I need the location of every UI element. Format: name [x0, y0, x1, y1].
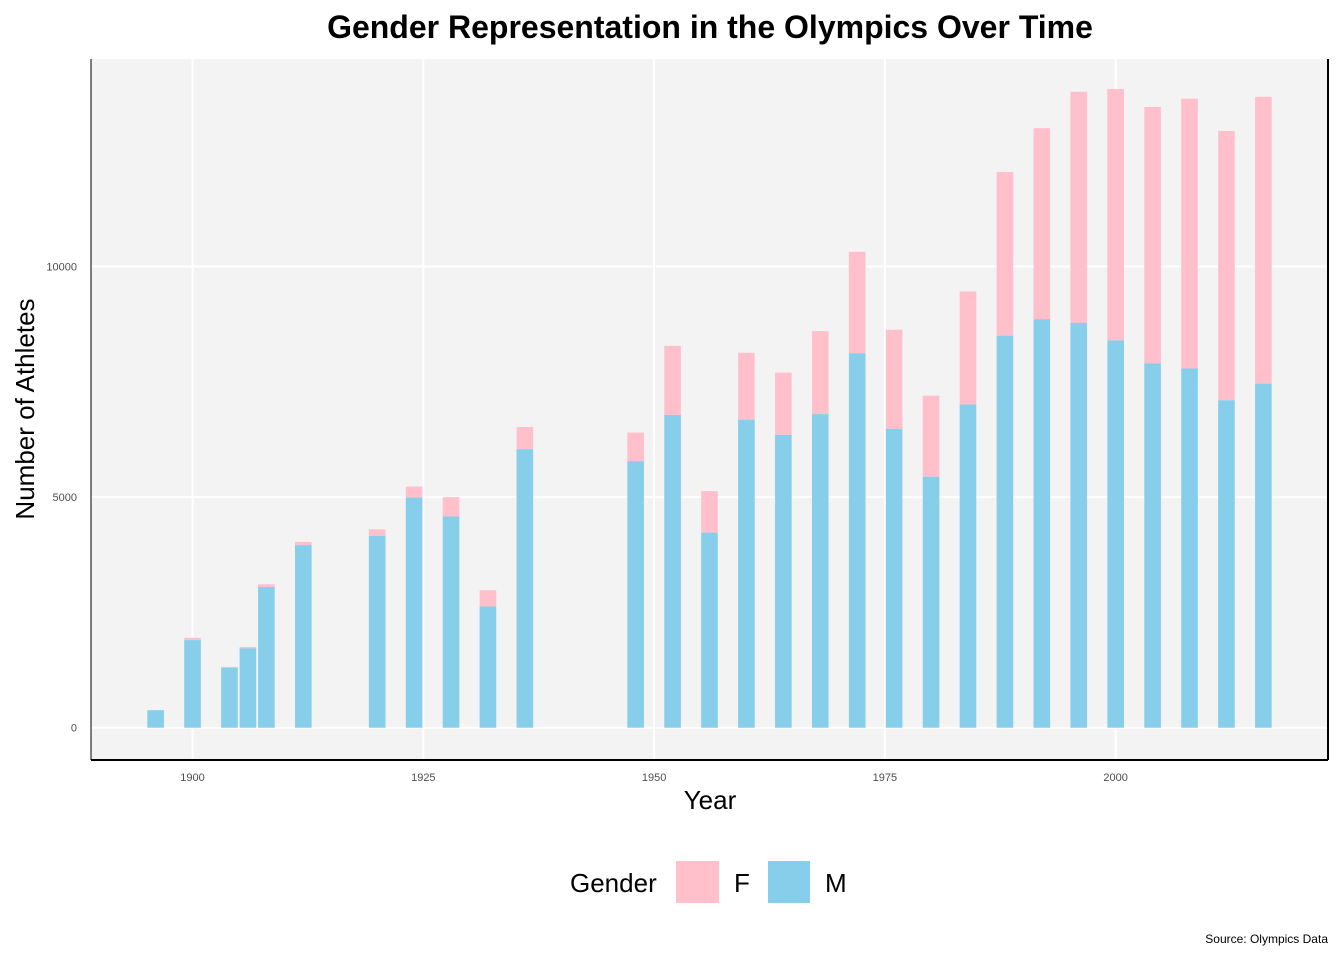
bar-male-1948 [627, 461, 644, 728]
bar-female-1912 [295, 541, 312, 546]
bar-female-1928 [442, 497, 460, 517]
bar-male-1904 [221, 667, 238, 728]
bar-female-1996 [1070, 91, 1088, 323]
bar-female-1960 [738, 352, 755, 420]
bar-female-1920 [368, 529, 386, 536]
bar-female-1906 [239, 647, 257, 649]
y-tick-label: 0 [71, 723, 77, 735]
bar-male-2012 [1218, 400, 1235, 728]
bar-female-1984 [959, 291, 977, 405]
bar-male-2004 [1144, 363, 1161, 728]
bar-female-1980 [922, 395, 940, 477]
y-tick-label: 5000 [53, 492, 77, 504]
legend: Gender F M [570, 861, 847, 903]
bar-male-2016 [1255, 383, 1272, 728]
bar-male-1988 [996, 335, 1014, 728]
bar-male-1984 [959, 404, 977, 728]
bar-female-2008 [1181, 98, 1198, 369]
bar-male-1964 [775, 434, 792, 728]
bar-female-1948 [627, 432, 644, 462]
bar-male-2008 [1181, 368, 1198, 728]
bar-male-1992 [1033, 319, 1051, 728]
bar-male-1924 [405, 497, 423, 728]
bar-male-1920 [368, 535, 386, 728]
legend-title: Gender [570, 868, 657, 898]
x-tick-label: 1950 [642, 772, 666, 784]
bar-female-1976 [885, 329, 903, 429]
bar-female-1952 [664, 345, 681, 416]
source-caption: Source: Olympics Data [1205, 932, 1328, 946]
y-tick-labels: 0 5000 10000 [46, 262, 77, 735]
bar-female-1904 [221, 666, 238, 668]
bar-female-1968 [811, 331, 829, 415]
bar-male-1996 [1070, 322, 1088, 728]
bar-female-1956 [701, 491, 718, 533]
bar-female-2000 [1107, 88, 1124, 341]
bar-male-1976 [885, 428, 903, 728]
legend-swatch-f [676, 861, 719, 903]
bar-female-1936 [516, 427, 534, 450]
bar-male-1900 [184, 640, 201, 728]
legend-label-m: M [825, 868, 847, 898]
bar-male-1928 [442, 516, 460, 728]
bar-male-1952 [664, 415, 681, 728]
legend-swatch-m [768, 861, 810, 903]
bar-female-2004 [1144, 106, 1161, 364]
bar-male-1912 [295, 545, 312, 728]
x-tick-labels: 1900 1925 1950 1975 2000 [180, 772, 1128, 784]
bar-male-1906 [239, 648, 257, 728]
bar-female-1992 [1033, 128, 1051, 320]
bar-female-1908 [258, 584, 275, 588]
x-tick-label: 1925 [411, 772, 435, 784]
bar-male-1896 [147, 710, 164, 728]
bars [147, 88, 1272, 728]
bar-male-1936 [516, 449, 534, 728]
chart-title: Gender Representation in the Olympics Ov… [327, 9, 1093, 45]
y-axis-title: Number of Athletes [10, 298, 40, 519]
bar-female-1932 [479, 590, 497, 607]
bar-male-1960 [738, 419, 755, 728]
bar-male-1972 [848, 353, 866, 728]
bar-female-2012 [1218, 130, 1235, 401]
x-axis-title: Year [684, 785, 737, 815]
x-tick-label: 1975 [873, 772, 897, 784]
bar-male-1908 [258, 587, 275, 728]
bar-female-2016 [1255, 96, 1272, 384]
bar-male-1932 [479, 606, 497, 728]
bar-male-1980 [922, 476, 940, 728]
bar-male-1968 [811, 414, 829, 728]
x-tick-label: 2000 [1103, 772, 1127, 784]
x-tick-label: 1900 [180, 772, 204, 784]
bar-female-1972 [848, 251, 866, 354]
bar-female-1900 [184, 637, 201, 641]
bar-female-1924 [405, 486, 423, 498]
bar-male-1956 [701, 532, 718, 728]
legend-label-f: F [734, 868, 750, 898]
bar-female-1964 [775, 372, 792, 435]
bar-female-1988 [996, 171, 1014, 336]
bar-male-2000 [1107, 340, 1124, 728]
y-tick-label: 10000 [46, 262, 77, 274]
